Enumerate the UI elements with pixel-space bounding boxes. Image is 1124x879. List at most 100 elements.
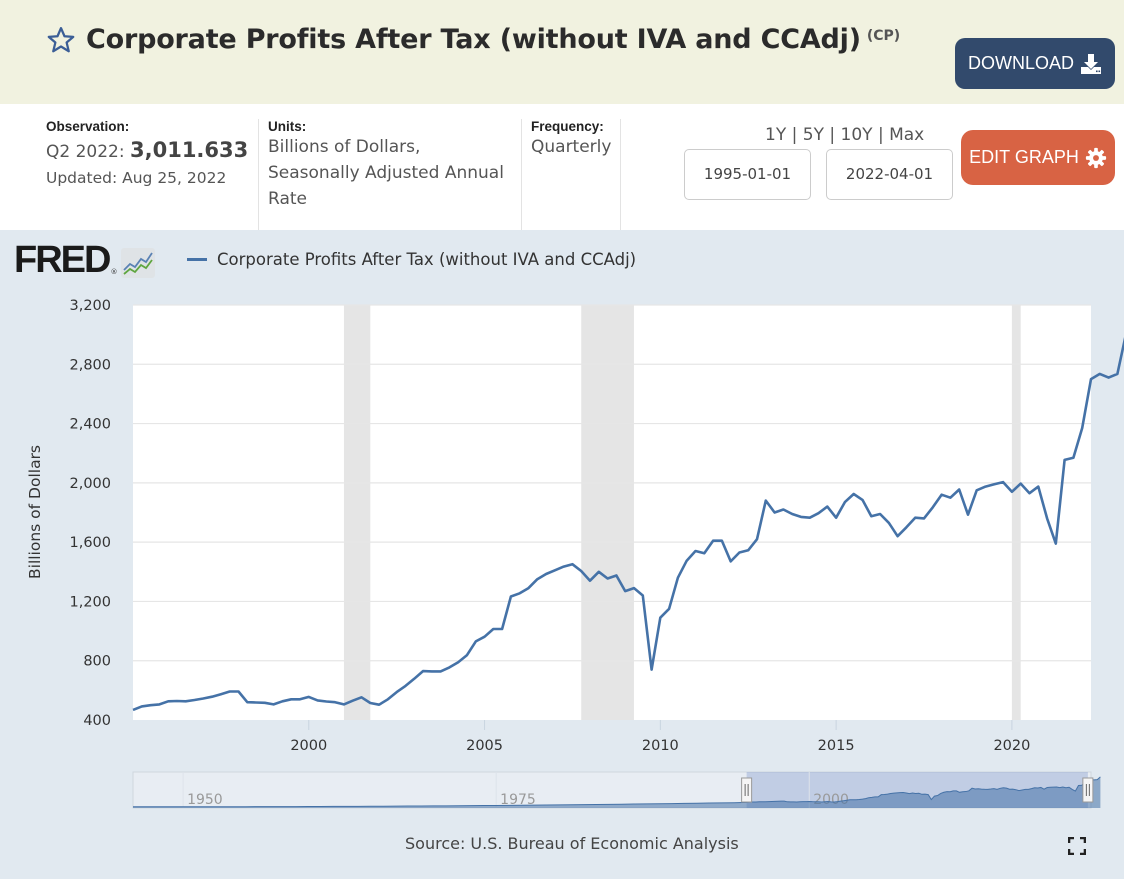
data-point[interactable] [508, 594, 514, 600]
data-point[interactable] [367, 700, 373, 706]
data-point[interactable] [754, 536, 760, 542]
data-point[interactable] [763, 498, 769, 504]
fullscreen-icon[interactable] [1068, 837, 1086, 855]
data-point[interactable] [983, 484, 989, 490]
data-point[interactable] [490, 626, 496, 632]
data-point[interactable] [728, 558, 734, 564]
data-point[interactable] [745, 547, 751, 553]
data-point[interactable] [315, 697, 321, 703]
data-point[interactable] [719, 538, 725, 544]
data-point[interactable] [464, 652, 470, 658]
data-point[interactable] [965, 512, 971, 518]
data-point[interactable] [1000, 479, 1006, 485]
data-point[interactable] [411, 676, 417, 682]
data-point[interactable] [789, 511, 795, 517]
handle-body[interactable] [1082, 777, 1094, 803]
range-10y[interactable]: 10Y [840, 125, 873, 145]
data-point[interactable] [402, 683, 408, 689]
data-point[interactable] [956, 487, 962, 493]
data-point[interactable] [279, 698, 285, 704]
data-point[interactable] [692, 548, 698, 554]
data-point[interactable] [174, 698, 180, 704]
data-point[interactable] [1114, 371, 1120, 377]
data-point[interactable] [1044, 515, 1050, 521]
range-5y[interactable]: 5Y [802, 125, 824, 145]
data-point[interactable] [526, 585, 532, 591]
data-point[interactable] [1035, 484, 1041, 490]
data-point[interactable] [192, 697, 198, 703]
data-point[interactable] [649, 667, 655, 673]
data-point[interactable] [262, 700, 268, 706]
data-point[interactable] [666, 606, 672, 612]
data-point[interactable] [209, 694, 215, 700]
data-point[interactable] [271, 701, 277, 707]
range-1y[interactable]: 1Y [765, 125, 787, 145]
data-point[interactable] [183, 698, 189, 704]
data-point[interactable] [1026, 490, 1032, 496]
data-point[interactable] [482, 634, 488, 640]
data-point[interactable] [710, 538, 716, 544]
data-point[interactable] [1088, 376, 1094, 382]
data-point[interactable] [912, 515, 918, 521]
edit-graph-button[interactable]: EDIT GRAPH [961, 130, 1115, 185]
data-point[interactable] [1053, 541, 1059, 547]
data-point[interactable] [877, 511, 883, 517]
data-point[interactable] [675, 575, 681, 581]
data-point[interactable] [939, 492, 945, 498]
data-point[interactable] [139, 703, 145, 709]
data-point[interactable] [165, 698, 171, 704]
data-point[interactable] [596, 569, 602, 575]
data-point[interactable] [323, 698, 329, 704]
data-point[interactable] [772, 510, 778, 516]
data-point[interactable] [394, 689, 400, 695]
navigator-left-handle[interactable] [741, 777, 753, 803]
data-point[interactable] [130, 707, 136, 713]
handle-body[interactable] [741, 777, 753, 803]
navigator[interactable]: 1950 1975 2000 [132, 771, 1101, 809]
star-outline-icon[interactable] [46, 25, 76, 55]
data-point[interactable] [780, 507, 786, 513]
data-point[interactable] [227, 689, 233, 695]
data-point[interactable] [200, 696, 206, 702]
data-point[interactable] [473, 638, 479, 644]
data-point[interactable] [578, 568, 584, 574]
data-point[interactable] [148, 702, 154, 708]
data-point[interactable] [156, 701, 162, 707]
data-point[interactable] [1070, 455, 1076, 461]
data-point[interactable] [631, 585, 637, 591]
data-point[interactable] [684, 558, 690, 564]
data-point[interactable] [605, 575, 611, 581]
data-point[interactable] [903, 524, 909, 530]
data-point[interactable] [842, 499, 848, 505]
data-point[interactable] [816, 510, 822, 516]
data-point[interactable] [930, 504, 936, 510]
data-point[interactable] [429, 668, 435, 674]
data-point[interactable] [1097, 371, 1103, 377]
data-point[interactable] [1079, 425, 1085, 431]
data-point[interactable] [543, 571, 549, 577]
data-point[interactable] [253, 700, 259, 706]
data-point[interactable] [1106, 375, 1112, 381]
data-point[interactable] [332, 699, 338, 705]
data-point[interactable] [947, 495, 953, 501]
start-date-input[interactable]: 1995-01-01 [684, 149, 811, 200]
data-point[interactable] [701, 550, 707, 556]
data-point[interactable] [657, 615, 663, 621]
data-point[interactable] [807, 515, 813, 521]
data-point[interactable] [455, 659, 461, 665]
data-point[interactable] [824, 504, 830, 510]
download-button[interactable]: DOWNLOAD [955, 38, 1115, 89]
data-point[interactable] [446, 664, 452, 670]
data-point[interactable] [868, 513, 874, 519]
data-point[interactable] [552, 567, 558, 573]
data-point[interactable] [288, 696, 294, 702]
data-point[interactable] [218, 691, 224, 697]
data-point[interactable] [1062, 457, 1068, 463]
data-point[interactable] [587, 578, 593, 584]
navigator-right-handle[interactable] [1082, 777, 1094, 803]
data-point[interactable] [385, 696, 391, 702]
data-point[interactable] [886, 520, 892, 526]
data-point[interactable] [895, 533, 901, 539]
data-point[interactable] [306, 694, 312, 700]
data-point[interactable] [244, 699, 250, 705]
